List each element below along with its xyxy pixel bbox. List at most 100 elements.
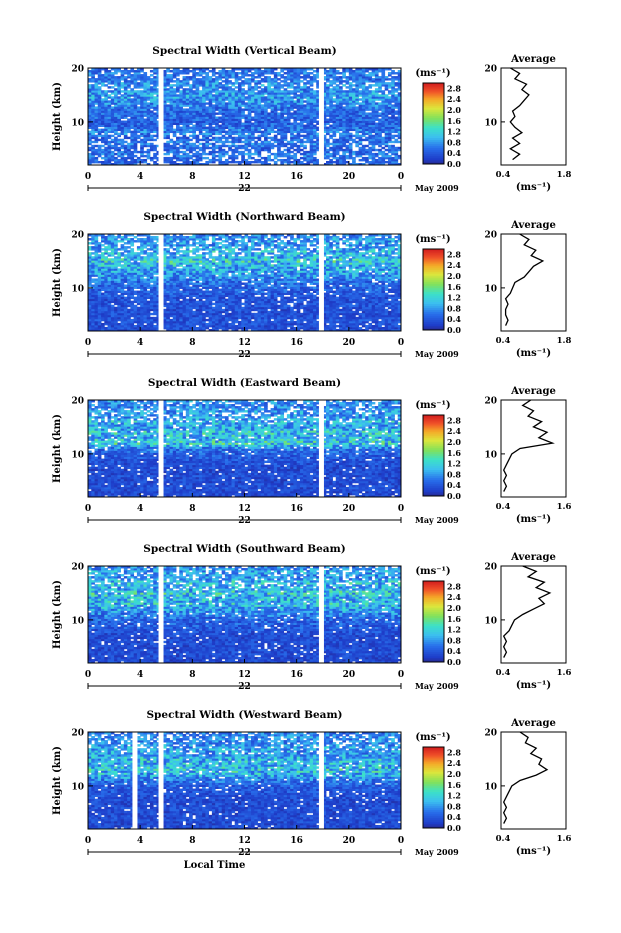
average-x-tick-label: 0.4 xyxy=(496,502,511,512)
data-gap xyxy=(159,732,164,829)
colorbar-tick-label: 0.8 xyxy=(447,303,461,313)
colorbar-tick-label: 2.4 xyxy=(447,426,461,436)
average-x-tick-label: 1.6 xyxy=(557,668,572,678)
colorbar-tick-label: 1.6 xyxy=(447,780,461,790)
colorbar-tick-label: 0.0 xyxy=(447,325,461,335)
average-y-tick-label: 20 xyxy=(484,397,497,407)
colorbar-tick-label: 1.2 xyxy=(447,625,461,635)
average-profile-line xyxy=(504,732,547,824)
average-y-tick-label: 10 xyxy=(484,782,497,792)
average-y-tick-label: 20 xyxy=(484,729,497,739)
average-x-tick-label: 1.6 xyxy=(557,834,572,844)
y-tick-label: 20 xyxy=(71,563,84,573)
panel-1: Spectral Width (Vertical Beam)1020Height… xyxy=(52,45,571,194)
month-label: May 2009 xyxy=(415,847,459,857)
data-gap xyxy=(159,566,164,663)
y-tick-label: 10 xyxy=(71,118,84,128)
colorbar-tick-label: 2.8 xyxy=(447,747,461,757)
colorbar-tick-label: 0.4 xyxy=(447,314,461,324)
x-tick-label: 20 xyxy=(343,172,356,182)
panel-3: Spectral Width (Eastward Beam)1020Height… xyxy=(52,377,571,526)
date-label: 22 xyxy=(238,516,251,526)
data-gap xyxy=(319,234,324,331)
y-tick-label: 10 xyxy=(71,284,84,294)
x-tick-label: 20 xyxy=(343,670,356,680)
x-tick-label: 16 xyxy=(290,504,303,514)
average-frame xyxy=(501,400,566,497)
average-y-tick-label: 20 xyxy=(484,65,497,75)
date-label: 22 xyxy=(238,848,251,858)
colorbar-tick-label: 1.6 xyxy=(447,614,461,624)
y-tick-label: 10 xyxy=(71,782,84,792)
month-label: May 2009 xyxy=(415,349,459,359)
x-tick-label: 8 xyxy=(189,670,195,680)
data-gap xyxy=(319,68,324,165)
x-tick-label: 8 xyxy=(189,172,195,182)
colorbar-tick-label: 2.8 xyxy=(447,581,461,591)
colorbar-tick-label: 0.0 xyxy=(447,823,461,833)
panel-title: Spectral Width (Eastward Beam) xyxy=(148,377,341,389)
x-tick-label: 4 xyxy=(137,172,143,182)
average-x-tick-label: 1.8 xyxy=(557,170,572,180)
average-y-tick-label: 10 xyxy=(484,450,497,460)
average-title: Average xyxy=(510,220,556,231)
month-label: May 2009 xyxy=(415,183,459,193)
panel-title: Spectral Width (Northward Beam) xyxy=(143,211,345,223)
x-tick-label: 12 xyxy=(238,836,251,846)
x-tick-label: 20 xyxy=(343,338,356,348)
colorbar-tick-label: 0.4 xyxy=(447,646,461,656)
x-tick-label: 8 xyxy=(189,504,195,514)
panel-title: Spectral Width (Vertical Beam) xyxy=(152,45,336,57)
x-tick-label: 4 xyxy=(137,836,143,846)
x-tick-label: 8 xyxy=(189,338,195,348)
average-y-tick-label: 10 xyxy=(484,616,497,626)
x-tick-label: 0 xyxy=(85,670,91,680)
date-label: 22 xyxy=(238,184,251,194)
x-tick-label: 0 xyxy=(398,338,404,348)
colorbar-tick-label: 2.0 xyxy=(447,769,461,779)
average-frame xyxy=(501,68,566,165)
x-tick-label: 12 xyxy=(238,670,251,680)
average-x-axis-label: (ms⁻¹) xyxy=(516,348,551,359)
colorbar-tick-label: 2.8 xyxy=(447,249,461,259)
average-x-axis-label: (ms⁻¹) xyxy=(516,514,551,525)
colorbar-tick-label: 1.2 xyxy=(447,127,461,137)
heatmap-cells xyxy=(88,566,401,663)
date-label: 22 xyxy=(238,682,251,692)
average-x-tick-label: 0.4 xyxy=(496,336,511,346)
colorbar-tick-label: 0.8 xyxy=(447,137,461,147)
colorbar-unit: (ms⁻¹) xyxy=(415,732,450,743)
radar-spectral-width-figure: Spectral Width (Vertical Beam)1020Height… xyxy=(0,0,621,929)
average-y-tick-label: 10 xyxy=(484,284,497,294)
y-tick-label: 20 xyxy=(71,231,84,241)
colorbar-tick-label: 2.4 xyxy=(447,592,461,602)
y-tick-label: 10 xyxy=(71,616,84,626)
month-label: May 2009 xyxy=(415,515,459,525)
figure-canvas: Spectral Width (Vertical Beam)1020Height… xyxy=(0,0,621,929)
colorbar-tick-label: 1.2 xyxy=(447,293,461,303)
average-title: Average xyxy=(510,386,556,397)
average-y-tick-label: 20 xyxy=(484,563,497,573)
month-label: May 2009 xyxy=(415,681,459,691)
average-title: Average xyxy=(510,718,556,729)
x-tick-label: 16 xyxy=(290,670,303,680)
x-tick-label: 0 xyxy=(398,504,404,514)
x-tick-label: 4 xyxy=(137,504,143,514)
x-tick-label: 16 xyxy=(290,172,303,182)
y-tick-label: 20 xyxy=(71,65,84,75)
average-y-tick-label: 10 xyxy=(484,118,497,128)
colorbar-tick-label: 2.4 xyxy=(447,260,461,270)
average-x-tick-label: 1.6 xyxy=(557,502,572,512)
colorbar-tick-label: 2.8 xyxy=(447,415,461,425)
data-gap xyxy=(159,400,164,497)
x-tick-label: 12 xyxy=(238,504,251,514)
x-tick-label: 8 xyxy=(189,836,195,846)
x-tick-label: 0 xyxy=(85,836,91,846)
colorbar-tick-label: 0.4 xyxy=(447,480,461,490)
x-tick-label: 16 xyxy=(290,836,303,846)
colorbar-tick-label: 2.0 xyxy=(447,437,461,447)
panel-2: Spectral Width (Northward Beam)1020Heigh… xyxy=(52,211,571,360)
panel-title: Spectral Width (Westward Beam) xyxy=(146,709,342,721)
x-tick-label: 12 xyxy=(238,338,251,348)
average-title: Average xyxy=(510,552,556,563)
